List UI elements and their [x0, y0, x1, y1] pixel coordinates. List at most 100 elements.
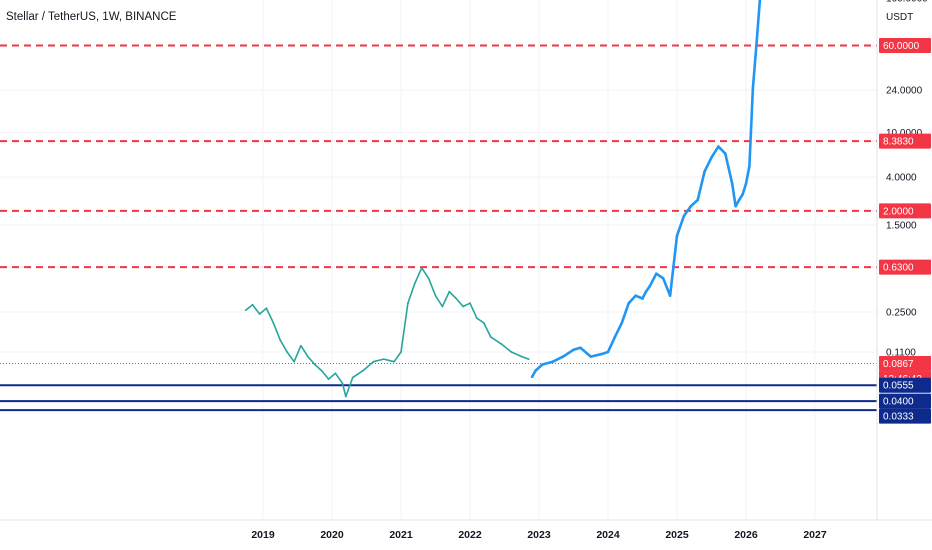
badge-label: 8.3830: [883, 137, 914, 148]
projection-data-point: [634, 294, 637, 297]
projection-data-point: [730, 182, 734, 185]
historical-data-point: [334, 372, 337, 375]
time-scale[interactable]: 2019 2020 2021 2022 2023 2024 2025 2026 2027: [251, 529, 827, 541]
historical-data-point: [327, 378, 330, 380]
historical-data-point: [520, 355, 523, 358]
historical-data-point: [448, 290, 451, 293]
projection-data-point: [689, 204, 693, 208]
x-tick-label: 2025: [665, 529, 689, 541]
historical-data-point: [400, 351, 402, 353]
projection-data-point: [758, 0, 762, 3]
projection-data-point: [599, 352, 603, 356]
level-badge: 8.3830: [879, 133, 931, 149]
historical-data-point: [469, 302, 471, 305]
historical-data-point: [476, 317, 478, 320]
historical-data-point: [258, 313, 261, 315]
x-tick-label: 2020: [320, 529, 344, 541]
historical-data-point: [462, 305, 464, 308]
projection-data-point: [620, 321, 624, 325]
projection-data-point: [648, 285, 651, 289]
level-badge: 0.0333: [879, 408, 931, 424]
historical-data-point: [320, 369, 323, 372]
historical-data-point: [413, 282, 416, 285]
historical-data-point: [500, 342, 502, 345]
projection-data-point: [737, 198, 741, 202]
x-tick-label: 2021: [389, 529, 413, 541]
historical-data-point: [251, 303, 254, 306]
projection-data-point: [717, 145, 720, 148]
y-tick-label: 0.1100: [886, 347, 916, 358]
historical-data-point: [372, 360, 375, 363]
plot-area[interactable]: [0, 0, 877, 520]
y-tick-label: 4.0000: [886, 173, 917, 184]
projection-data-point: [710, 156, 713, 159]
historical-data-point: [427, 277, 430, 280]
badge-label: 60.0000: [883, 41, 920, 52]
projection-data-point: [748, 165, 751, 168]
historical-data-point: [286, 351, 289, 353]
historical-data-point: [344, 395, 347, 398]
historical-data-point: [293, 360, 295, 363]
projection-data-point: [606, 350, 610, 354]
level-badge: 0.0400: [879, 393, 931, 409]
price-scale[interactable]: 400.0000160.000024.000010.00004.00001.50…: [886, 0, 928, 358]
historical-data-point: [510, 351, 513, 353]
historical-data-point: [420, 266, 423, 269]
badge-label: 0.0555: [883, 381, 914, 392]
x-tick-label: 2027: [803, 529, 827, 541]
price-series: [244, 0, 762, 398]
y-tick-label: 24.0000: [886, 86, 923, 97]
projection-data-point: [675, 234, 679, 238]
badge-label: 0.0400: [883, 397, 914, 408]
projection-data-point: [751, 86, 755, 90]
y-tick-label: 1.5000: [886, 220, 917, 231]
badge-label: 2.0000: [883, 206, 914, 217]
projection-data-point: [641, 297, 644, 300]
historical-data-point: [382, 358, 385, 360]
historical-data-point: [455, 297, 458, 300]
historical-data-point: [527, 358, 530, 360]
y-tick-label: 160.0000: [886, 0, 928, 4]
projection-data-point: [541, 363, 544, 366]
historical-data-point: [279, 339, 282, 342]
projection-data-point: [682, 214, 686, 218]
badge-label: 0.6300: [883, 263, 914, 274]
y-tick-label: 0.2500: [886, 308, 917, 319]
historical-data-point: [313, 363, 316, 366]
historical-data-point: [272, 321, 275, 324]
projection-data-point: [530, 375, 534, 379]
historical-data-point: [362, 369, 364, 372]
historical-data-point: [351, 376, 354, 379]
x-tick-label: 2024: [596, 529, 620, 541]
level-badge: 60.0000: [879, 37, 931, 53]
projection-data-point: [551, 360, 555, 364]
historical-data-point: [407, 302, 409, 305]
x-tick-label: 2026: [734, 529, 758, 541]
projection-data-point: [644, 290, 648, 293]
projection-data-point: [589, 355, 593, 358]
historical-data-point: [434, 294, 437, 297]
projection-data-point: [744, 182, 748, 185]
projection-data-point: [703, 170, 706, 173]
badge-label: 0.0333: [883, 412, 914, 423]
projection-data-point: [534, 369, 537, 372]
historical-data-point: [265, 307, 268, 310]
projection-data-point: [613, 335, 617, 339]
grid: [0, 0, 877, 520]
price-unit-label: USDT: [886, 12, 913, 23]
historical-data-point: [489, 335, 492, 338]
projection-data-point: [579, 346, 582, 350]
historical-data-point: [300, 344, 302, 347]
x-tick-label: 2019: [251, 529, 275, 541]
projection-data-point: [755, 44, 758, 47]
historical-data-point: [341, 382, 344, 384]
y-tick-label: 10.0000: [886, 128, 923, 139]
level-badge: 0.0555: [879, 377, 931, 393]
historical-data-point: [482, 321, 485, 324]
projection-data-point: [627, 301, 630, 305]
symbol-title: Stellar / TetherUS, 1W, BINANCE: [6, 11, 177, 23]
horizontal-levels: [0, 44, 877, 412]
historical-data-point: [441, 305, 444, 308]
projection-data-point: [696, 198, 699, 202]
